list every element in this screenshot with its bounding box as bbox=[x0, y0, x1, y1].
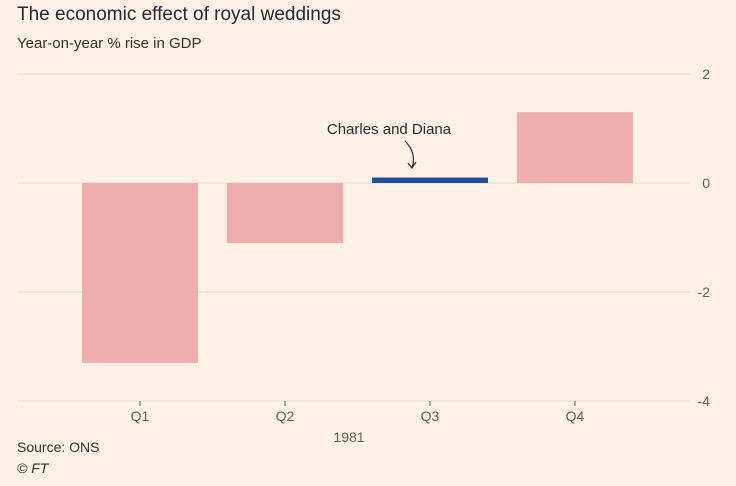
y-tick-label--4: -4 bbox=[698, 393, 711, 409]
annotation-label: Charles and Diana bbox=[327, 121, 452, 138]
bars bbox=[82, 112, 633, 363]
chart-title: The economic effect of royal weddings bbox=[17, 4, 341, 25]
x-tick-label-q2: Q2 bbox=[276, 408, 295, 424]
x-tick-labels: Q1 Q2 Q3 Q4 bbox=[131, 401, 585, 424]
copyright-note: © FT bbox=[17, 460, 49, 476]
x-tick-label-q4: Q4 bbox=[566, 408, 585, 424]
x-axis-label: 1981 bbox=[333, 429, 364, 445]
annotation: Charles and Diana bbox=[327, 121, 452, 170]
y-tick-label-0: 0 bbox=[702, 175, 710, 191]
bar-q4 bbox=[517, 112, 633, 183]
bar-q1 bbox=[82, 183, 198, 363]
y-tick-labels: 2 0 -2 -4 bbox=[698, 66, 711, 409]
x-tick-label-q1: Q1 bbox=[131, 408, 150, 424]
y-tick-label--2: -2 bbox=[698, 284, 711, 300]
annotation-arrow bbox=[404, 140, 415, 169]
annotation-arrowhead bbox=[407, 161, 417, 170]
chart-subtitle: Year-on-year % rise in GDP bbox=[17, 35, 202, 52]
source-note: Source: ONS bbox=[17, 439, 100, 455]
y-tick-label-2: 2 bbox=[702, 66, 710, 82]
bar-q3 bbox=[372, 177, 488, 183]
x-tick-label-q3: Q3 bbox=[421, 408, 440, 424]
bar-q2 bbox=[227, 183, 343, 243]
